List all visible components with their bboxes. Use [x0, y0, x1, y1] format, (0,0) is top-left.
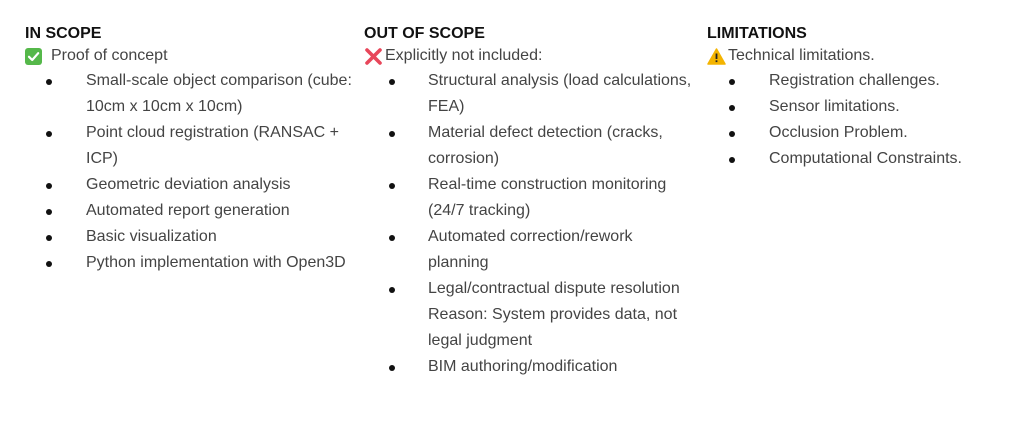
- list-item: Legal/contractual dispute resolution Rea…: [364, 276, 694, 354]
- limitations-heading: LIMITATIONS: [707, 25, 807, 42]
- out-of-scope-subheading: Explicitly not included:: [385, 47, 543, 64]
- bullet-icon: [46, 209, 52, 215]
- out-of-scope-subheading-row: Explicitly not included:: [364, 44, 694, 68]
- bullet-icon: [389, 79, 395, 85]
- bullet-icon: [729, 131, 735, 137]
- limitations-subheading-row: Technical limitations.: [707, 44, 1007, 68]
- bullet-icon: [46, 131, 52, 137]
- list-item: Real-time construction monitoring (24/7 …: [364, 172, 694, 224]
- in-scope-subheading-row: Proof of concept: [25, 44, 355, 68]
- list-item: Basic visualization: [25, 224, 355, 250]
- list-item: Automated report generation: [25, 198, 355, 224]
- cross-mark-icon: [364, 47, 383, 66]
- list-item: Sensor limitations.: [707, 94, 1007, 120]
- limitations-list: Registration challenges. Sensor limitati…: [707, 68, 1007, 172]
- out-of-scope-list: Structural analysis (load calculations, …: [364, 68, 694, 380]
- out-of-scope-heading: OUT OF SCOPE: [364, 25, 485, 42]
- bullet-icon: [46, 235, 52, 241]
- list-item: Registration challenges.: [707, 68, 1007, 94]
- list-item: Small-scale object comparison (cube: 10c…: [25, 68, 355, 120]
- bullet-icon: [389, 365, 395, 371]
- bullet-icon: [389, 287, 395, 293]
- bullet-icon: [389, 235, 395, 241]
- list-item: Material defect detection (cracks, corro…: [364, 120, 694, 172]
- bullet-icon: [46, 183, 52, 189]
- in-scope-heading: IN SCOPE: [25, 25, 102, 42]
- list-item: Point cloud registration (RANSAC + ICP): [25, 120, 355, 172]
- list-item: Python implementation with Open3D: [25, 250, 355, 276]
- list-item: Geometric deviation analysis: [25, 172, 355, 198]
- in-scope-column: IN SCOPE Proof of concept Small-scale ob…: [25, 24, 355, 276]
- bullet-icon: [729, 105, 735, 111]
- limitations-column: LIMITATIONS Technical limitations. Regis…: [707, 24, 1007, 172]
- bullet-icon: [389, 183, 395, 189]
- warning-icon: [707, 47, 726, 65]
- list-item: BIM authoring/modification: [364, 354, 694, 380]
- in-scope-list: Small-scale object comparison (cube: 10c…: [25, 68, 355, 276]
- list-item: Structural analysis (load calculations, …: [364, 68, 694, 120]
- list-item: Computational Constraints.: [707, 146, 1007, 172]
- out-of-scope-column: OUT OF SCOPE Explicitly not included: St…: [364, 24, 694, 380]
- bullet-icon: [729, 79, 735, 85]
- bullet-icon: [389, 131, 395, 137]
- in-scope-subheading: Proof of concept: [51, 47, 168, 64]
- list-item: Occlusion Problem.: [707, 120, 1007, 146]
- list-item: Automated correction/rework planning: [364, 224, 694, 276]
- bullet-icon: [46, 79, 52, 85]
- bullet-icon: [46, 261, 52, 267]
- limitations-subheading: Technical limitations.: [728, 47, 875, 64]
- bullet-icon: [729, 157, 735, 163]
- check-box-icon: [25, 47, 42, 65]
